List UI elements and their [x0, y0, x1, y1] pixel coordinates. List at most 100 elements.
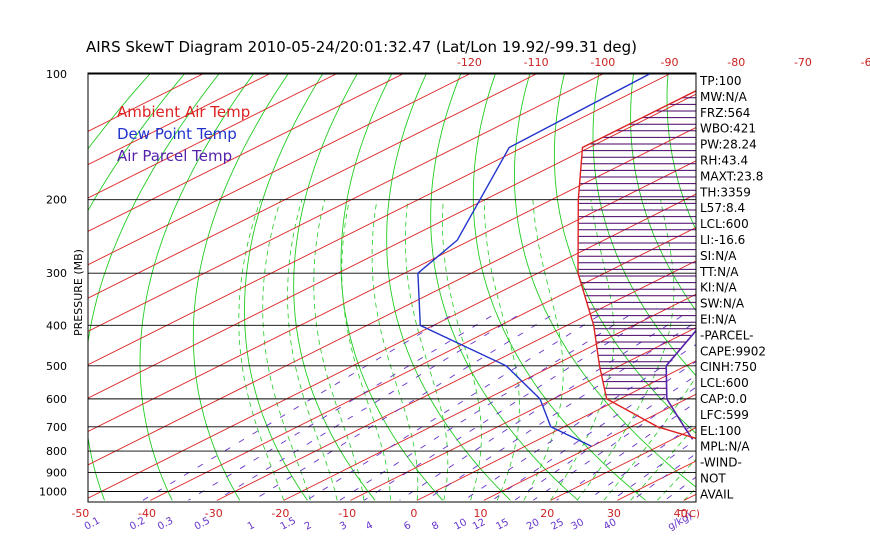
- index-label: FRZ:564: [700, 106, 750, 120]
- moist-adiabat-line: [287, 199, 338, 501]
- pressure-tick-label: 200: [46, 194, 67, 207]
- bottom-temp-tick-label: 40: [674, 507, 688, 520]
- mixing-ratio-line: [188, 315, 492, 501]
- mixing-ratio-line: [253, 315, 551, 501]
- dew-point-line: [417, 73, 650, 448]
- mixing-ratio-tick-label: 4: [364, 520, 375, 533]
- bottom-temp-tick-label: -50: [71, 507, 89, 520]
- dry-adiabat-line: [666, 73, 696, 231]
- index-label: MW:N/A: [700, 90, 748, 104]
- pressure-tick-label: 400: [46, 319, 67, 332]
- isotherm-line: [88, 73, 337, 199]
- x-axis-unit-label: T(C): [678, 509, 700, 520]
- moist-adiabat-line: [442, 199, 482, 501]
- index-label: RH:43.4: [700, 154, 748, 168]
- ambient-temp-line: [577, 90, 696, 440]
- dry-adiabat-line: [244, 73, 323, 501]
- mixing-ratio-line: [514, 374, 696, 501]
- mixing-ratio-tick-label: 0.3: [156, 515, 175, 532]
- index-label: MPL:N/A: [700, 440, 750, 454]
- index-label: WBO:421: [700, 122, 756, 136]
- index-label: CINH:750: [700, 360, 757, 374]
- dry-adiabat-line: [139, 73, 254, 501]
- moist-adiabat-line: [550, 199, 615, 501]
- index-label: CAPE:9902: [700, 344, 766, 358]
- index-label: SW:N/A: [700, 297, 745, 311]
- dry-adiabat-line: [88, 73, 151, 150]
- bottom-temp-tick-label: -30: [205, 507, 223, 520]
- mixing-ratio-line: [556, 401, 696, 501]
- dry-adiabat-line: [293, 73, 376, 501]
- moist-adiabat-line: [262, 199, 311, 501]
- dry-adiabat-line: [737, 74, 870, 500]
- mixing-ratio-tick-label: 8: [430, 520, 441, 533]
- isotherm-line: [88, 73, 604, 332]
- dry-adiabat-line: [806, 74, 870, 500]
- index-label: PW:28.24: [700, 138, 757, 152]
- top-temp-tick-label: -110: [524, 56, 549, 69]
- index-label: TP:100: [699, 74, 742, 88]
- dry-adiabat-line: [192, 73, 289, 501]
- index-label: NOT: [700, 472, 726, 486]
- mixing-ratio-tick-label: 15: [494, 517, 510, 533]
- index-label: MAXT:23.8: [700, 169, 763, 183]
- isotherm-line: [88, 160, 696, 466]
- isotherm-line: [350, 327, 696, 501]
- bottom-temp-tick-label: -40: [138, 507, 156, 520]
- dry-adiabat-line: [841, 74, 870, 500]
- mixing-ratio-tick-label: 12: [471, 517, 487, 533]
- pressure-tick-label: 100: [46, 68, 67, 81]
- bottom-temp-tick-label: 0: [410, 507, 417, 520]
- isotherm-line: [88, 73, 470, 266]
- moist-adiabat-line: [371, 199, 419, 501]
- index-label: EL:100: [700, 424, 741, 438]
- index-label: L57:8.4: [700, 201, 745, 215]
- dry-adiabat-line: [772, 74, 870, 500]
- index-label: SI:N/A: [700, 249, 737, 263]
- index-label: KI:N/A: [700, 281, 737, 295]
- bottom-temp-tick-label: 30: [607, 507, 621, 520]
- y-axis-label: PRESSURE (MB): [72, 249, 85, 336]
- moist-adiabat-line: [341, 199, 391, 501]
- index-label: LCL:600: [700, 376, 749, 390]
- mixing-ratio-tick-label: 1: [246, 520, 257, 533]
- isotherm-line: [88, 73, 537, 299]
- moist-adiabat-line: [657, 458, 696, 501]
- index-label: EI:N/A: [700, 313, 737, 327]
- legend-entry: Ambient Air Temp: [117, 103, 250, 121]
- legend-entry: Dew Point Temp: [117, 125, 237, 143]
- plot-frame: [87, 72, 697, 503]
- pressure-tick-label: 800: [46, 445, 67, 458]
- isotherm-line: [88, 73, 403, 232]
- moist-adiabat-line: [238, 199, 285, 501]
- isotherm-line: [550, 427, 696, 501]
- mixing-ratio-tick-label: 6: [402, 520, 413, 533]
- mixing-ratio-tick-label: 25: [549, 517, 565, 533]
- mixing-ratio-tick-label: 3: [338, 520, 349, 533]
- index-label: CAP:0.0: [700, 392, 747, 406]
- bottom-temp-tick-label: 20: [540, 507, 554, 520]
- top-temp-tick-label: -120: [457, 56, 482, 69]
- mixing-ratio-line: [216, 315, 517, 501]
- pressure-tick-label: 900: [46, 466, 67, 479]
- index-label: TT:N/A: [699, 265, 739, 279]
- index-label: LFC:599: [700, 408, 749, 422]
- dry-adiabat-line: [88, 73, 220, 501]
- moist-adiabat-line: [313, 199, 365, 501]
- isotherm-line: [150, 227, 696, 501]
- dry-adiabat-line: [88, 73, 185, 212]
- moist-adiabat-line: [603, 376, 696, 501]
- dry-adiabat-line: [630, 73, 696, 312]
- pressure-tick-label: 300: [46, 267, 67, 280]
- isotherm-line: [88, 193, 696, 499]
- index-label: -PARCEL-: [700, 328, 754, 342]
- dry-adiabat-line: [430, 73, 579, 501]
- isotherm-line: [283, 293, 696, 501]
- top-temp-tick-label: -70: [794, 56, 812, 69]
- mixing-ratio-line: [491, 361, 696, 501]
- pressure-tick-label: 700: [46, 421, 67, 434]
- mixing-ratio-line: [463, 344, 696, 501]
- index-label: LI:-16.6: [700, 233, 745, 247]
- mixing-ratio-tick-label: 20: [525, 517, 541, 533]
